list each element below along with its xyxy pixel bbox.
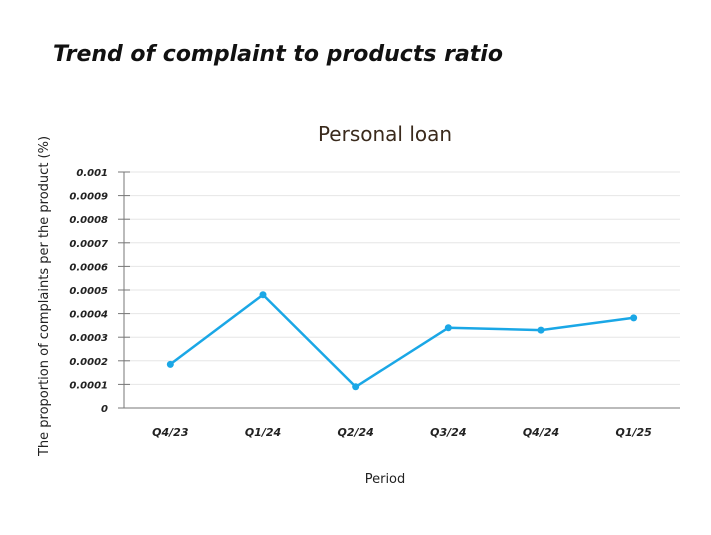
y-tick-label: 0	[101, 404, 108, 415]
data-point	[444, 324, 452, 332]
y-tick-label: 0.0002	[69, 357, 108, 368]
y-tick-label: 0.0009	[69, 192, 108, 203]
y-tick-label: 0.0001	[69, 380, 108, 391]
y-tick-label: 0.0008	[69, 215, 108, 226]
y-tick-label: 0.001	[76, 168, 108, 179]
x-tick-label: Q4/24	[523, 426, 559, 439]
y-tick-label: 0.0004	[69, 310, 108, 321]
data-point	[259, 291, 267, 299]
x-tick-label: Q4/23	[152, 426, 189, 439]
gridlines	[124, 171, 680, 385]
y-tick-label: 0.0005	[69, 286, 108, 297]
series-line	[169, 293, 635, 389]
y-tick-labels: 0 0.0001 0.0002 0.0003 0.0004 0.0005 0.0006 0.0…	[69, 168, 108, 415]
data-point	[630, 314, 638, 322]
page-title: Trend of complaint to products ratio	[53, 42, 503, 67]
x-axis-label: Period	[365, 472, 406, 487]
data-point	[352, 383, 360, 391]
chart-title: Personal loan	[318, 122, 452, 146]
x-tick-label: Q3/24	[430, 426, 466, 439]
x-tick-label: Q1/24	[245, 426, 281, 439]
axes	[118, 171, 680, 409]
y-tick-label: 0.0007	[69, 239, 108, 250]
y-tick-label: 0.0006	[69, 262, 108, 273]
data-point	[537, 326, 545, 334]
series-layer	[166, 291, 638, 391]
x-tick-label: Q1/25	[615, 426, 652, 439]
x-tick-labels: Q4/23 Q1/24 Q2/24 Q3/24 Q4/24 Q1/25	[152, 426, 652, 439]
x-tick-label: Q2/24	[337, 426, 373, 439]
y-tick-label: 0.0003	[69, 333, 108, 344]
y-axis-label: The proportion of complaints per the pro…	[37, 136, 52, 457]
data-point	[166, 360, 174, 368]
